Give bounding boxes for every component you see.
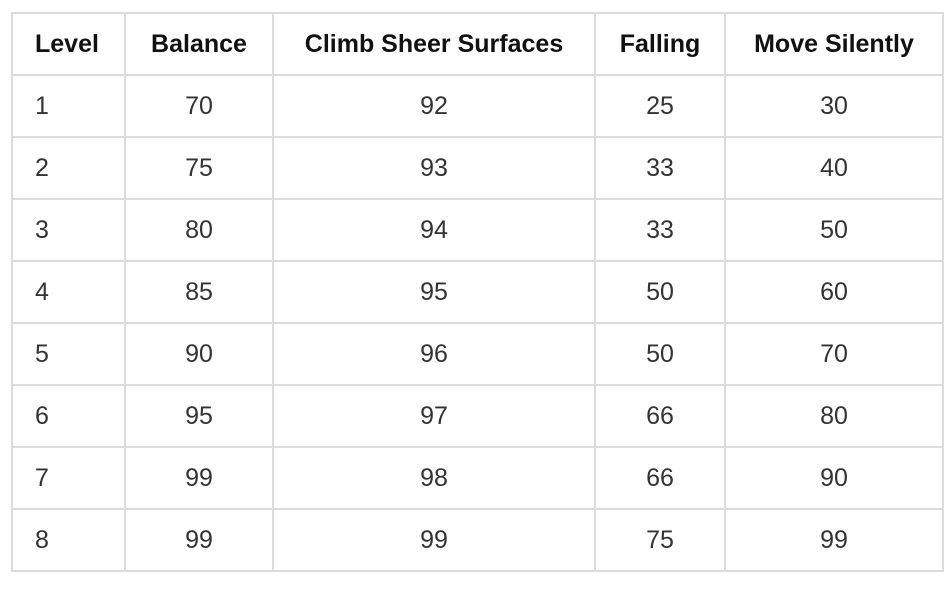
cell-move-silently: 30 xyxy=(724,74,944,138)
cell-balance: 95 xyxy=(124,384,274,448)
table-row: 7 99 98 66 90 xyxy=(11,446,944,510)
table-row: 1 70 92 25 30 xyxy=(11,74,944,138)
skills-table: Level Balance Climb Sheer Surfaces Falli… xyxy=(11,12,944,572)
cell-level: 1 xyxy=(11,74,126,138)
cell-falling: 25 xyxy=(594,74,726,138)
table-header: Level Balance Climb Sheer Surfaces Falli… xyxy=(11,12,944,76)
table-row: 4 85 95 50 60 xyxy=(11,260,944,324)
cell-move-silently: 80 xyxy=(724,384,944,448)
cell-falling: 33 xyxy=(594,136,726,200)
cell-move-silently: 99 xyxy=(724,508,944,572)
table-row: 2 75 93 33 40 xyxy=(11,136,944,200)
cell-move-silently: 50 xyxy=(724,198,944,262)
cell-balance: 75 xyxy=(124,136,274,200)
cell-climb-sheer-surfaces: 94 xyxy=(272,198,596,262)
cell-level: 4 xyxy=(11,260,126,324)
column-header-climb-sheer-surfaces: Climb Sheer Surfaces xyxy=(272,12,596,76)
cell-level: 5 xyxy=(11,322,126,386)
cell-move-silently: 90 xyxy=(724,446,944,510)
cell-balance: 99 xyxy=(124,446,274,510)
table-row: 8 99 99 75 99 xyxy=(11,508,944,572)
column-header-move-silently: Move Silently xyxy=(724,12,944,76)
cell-level: 2 xyxy=(11,136,126,200)
cell-falling: 66 xyxy=(594,384,726,448)
cell-balance: 70 xyxy=(124,74,274,138)
cell-climb-sheer-surfaces: 98 xyxy=(272,446,596,510)
header-row: Level Balance Climb Sheer Surfaces Falli… xyxy=(11,12,944,76)
column-header-level: Level xyxy=(11,12,126,76)
cell-balance: 99 xyxy=(124,508,274,572)
table-row: 5 90 96 50 70 xyxy=(11,322,944,386)
cell-level: 7 xyxy=(11,446,126,510)
cell-climb-sheer-surfaces: 97 xyxy=(272,384,596,448)
cell-level: 3 xyxy=(11,198,126,262)
cell-climb-sheer-surfaces: 95 xyxy=(272,260,596,324)
cell-falling: 50 xyxy=(594,322,726,386)
cell-climb-sheer-surfaces: 96 xyxy=(272,322,596,386)
cell-move-silently: 60 xyxy=(724,260,944,324)
cell-balance: 85 xyxy=(124,260,274,324)
cell-move-silently: 40 xyxy=(724,136,944,200)
cell-level: 8 xyxy=(11,508,126,572)
cell-balance: 90 xyxy=(124,322,274,386)
table-row: 6 95 97 66 80 xyxy=(11,384,944,448)
cell-falling: 66 xyxy=(594,446,726,510)
cell-climb-sheer-surfaces: 92 xyxy=(272,74,596,138)
cell-balance: 80 xyxy=(124,198,274,262)
cell-falling: 33 xyxy=(594,198,726,262)
cell-level: 6 xyxy=(11,384,126,448)
cell-move-silently: 70 xyxy=(724,322,944,386)
cell-climb-sheer-surfaces: 99 xyxy=(272,508,596,572)
table-row: 3 80 94 33 50 xyxy=(11,198,944,262)
column-header-balance: Balance xyxy=(124,12,274,76)
cell-falling: 50 xyxy=(594,260,726,324)
cell-falling: 75 xyxy=(594,508,726,572)
table-body: 1 70 92 25 30 2 75 93 33 40 3 80 94 33 50 4 85 95 50 60 5 90 9… xyxy=(11,74,944,572)
cell-climb-sheer-surfaces: 93 xyxy=(272,136,596,200)
column-header-falling: Falling xyxy=(594,12,726,76)
